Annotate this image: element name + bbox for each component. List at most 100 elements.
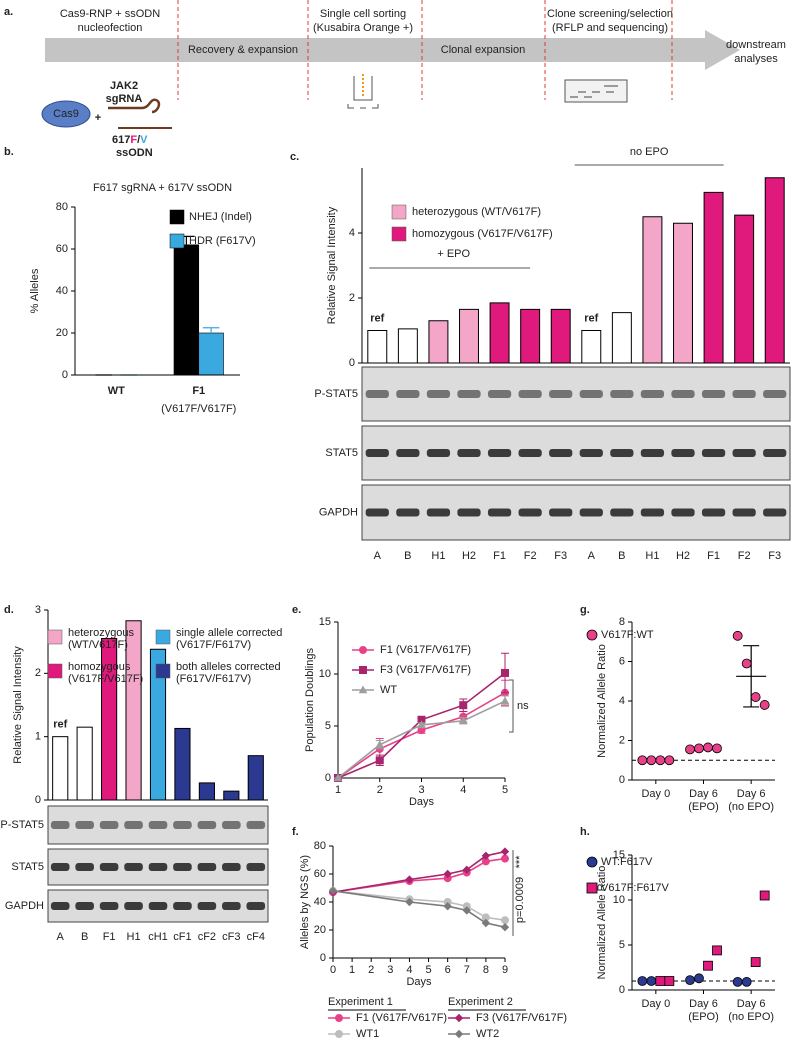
bar [174, 727, 191, 801]
bar [550, 308, 571, 364]
x-tick-label: 5 [502, 784, 508, 796]
annotation: p=0.0009 [514, 877, 526, 923]
panel-label: a. [4, 6, 13, 18]
marker [759, 890, 770, 901]
blot-band [487, 449, 512, 457]
legend-swatch [169, 209, 185, 225]
legend-label: WT [380, 684, 397, 696]
bar [52, 736, 69, 801]
y-tick-label: 20 [56, 327, 68, 339]
y-tick-label: 0 [62, 369, 68, 381]
annotation: no EPO [630, 146, 669, 158]
legend-label: homozygous [68, 661, 131, 673]
panel-label: c. [290, 151, 299, 163]
legend-label: F3 (V617F/V617F) [476, 1012, 567, 1024]
bar [734, 214, 755, 364]
chart-title: F617 sgRNA + 617V ssODN [93, 182, 232, 194]
blot-band [426, 390, 451, 398]
marker [501, 668, 509, 677]
marker [664, 976, 675, 986]
blot-band [610, 508, 634, 517]
marker [417, 720, 426, 729]
blot-band [732, 390, 756, 398]
marker [501, 854, 509, 863]
ref-label: ref [584, 312, 598, 324]
y-tick-label: 15 [319, 616, 331, 628]
x-tick-label: F1 [192, 385, 205, 397]
blot-band [487, 508, 512, 517]
blot-band [701, 449, 726, 457]
blot-band [365, 449, 389, 457]
marker [694, 973, 704, 984]
marker [741, 658, 752, 669]
legend-label: heterozygous (WT/V617F) [412, 206, 541, 218]
x-tick-label: 7 [464, 964, 470, 976]
blot-band [579, 390, 603, 398]
stage-dividers [177, 0, 673, 100]
blot-band [99, 821, 119, 829]
bar [198, 782, 215, 801]
blot [361, 366, 791, 422]
step-label: nucleofection [78, 22, 143, 34]
y-axis-label: Alleles by NGS (%) [299, 855, 311, 949]
gel-bands [570, 85, 618, 98]
marker [732, 630, 743, 641]
blot-band [457, 508, 481, 517]
y-tick-label: 8 [619, 616, 625, 628]
y-tick-label: 60 [314, 868, 326, 880]
x-tick-label: B [81, 931, 88, 943]
x-tick-label: B [618, 550, 625, 562]
marker [694, 743, 704, 754]
blot-band [518, 390, 542, 398]
marker [443, 901, 452, 911]
bar [198, 332, 224, 376]
step-label: Single cell sorting [320, 8, 406, 20]
blot-band [763, 508, 787, 517]
blot-band [197, 863, 217, 871]
marker [712, 945, 722, 956]
annotation: ns [517, 700, 529, 712]
bar [173, 244, 200, 376]
marker [405, 897, 414, 907]
y-tick-label: 2 [619, 734, 625, 746]
x-tick-label: 2 [377, 784, 383, 796]
legend-swatch [47, 629, 63, 645]
marker [586, 856, 598, 868]
panel-label: d. [4, 604, 14, 616]
marker [703, 742, 713, 753]
legend-label: F1 (V617F/V617F) [380, 644, 471, 656]
x-tick-label: F3 [768, 550, 781, 562]
legend-label: (F617V/F617V) [176, 673, 251, 685]
x-tick-label: F3 [554, 550, 567, 562]
ref-label: ref [370, 312, 384, 324]
x-tick-label: 8 [483, 964, 489, 976]
workflow-arrow [45, 30, 740, 70]
y-axis-label: Population Doublings [304, 648, 316, 752]
donor-label: ssODN [116, 147, 153, 159]
sorting-icon [347, 74, 379, 109]
panel-label: h. [580, 826, 590, 838]
blot-band [75, 902, 94, 910]
marker [359, 666, 367, 674]
x-tick-label: Day 6 [737, 788, 766, 800]
blot-band [148, 821, 168, 829]
blot [361, 484, 791, 541]
legend-swatch [169, 233, 185, 249]
marker [501, 916, 509, 925]
marker [335, 1014, 343, 1022]
donor-prefix: 617 [112, 134, 130, 146]
x-axis-label: Days [406, 976, 432, 988]
blot-band [365, 390, 389, 398]
blot-band [457, 449, 481, 457]
legend-label: WT2 [476, 1028, 499, 1040]
x-tick-label: H1 [127, 931, 141, 943]
marker [481, 851, 491, 861]
x-tick-label: (EPO) [688, 801, 719, 813]
marker [646, 755, 657, 766]
x-tick-label: (no EPO) [728, 801, 774, 813]
marker [458, 716, 468, 725]
y-tick-label: 10 [613, 894, 625, 906]
blot-band [549, 390, 573, 398]
x-tick-label: cF3 [222, 931, 240, 943]
bar [125, 620, 142, 801]
